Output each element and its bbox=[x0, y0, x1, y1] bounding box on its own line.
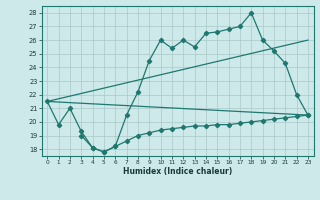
X-axis label: Humidex (Indice chaleur): Humidex (Indice chaleur) bbox=[123, 167, 232, 176]
